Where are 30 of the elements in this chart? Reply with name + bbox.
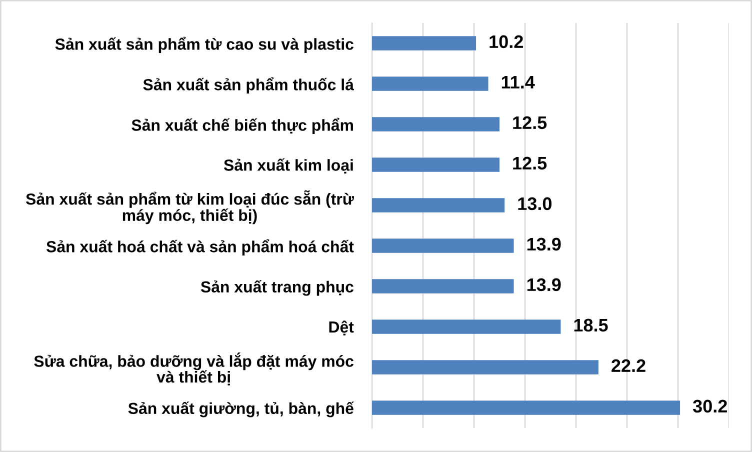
- data-label: 13.0: [518, 197, 552, 210]
- y-tick-label: Sản xuất chế biến thực phẩm: [132, 118, 353, 134]
- y-tick-label: Sản xuất kim loại: [224, 158, 353, 174]
- y-tick-label: Sản xuất sản phẩm thuốc lá: [143, 77, 354, 94]
- bar: [372, 320, 561, 334]
- bar: [372, 198, 505, 212]
- y-tick-label: Sản xuất hoá chất và sản phẩm hoá chất: [46, 239, 354, 256]
- y-tick-label: Sản xuất sản phẩm từ kim loại đúc sẵn (trừ máy móc, thiết bị): [26, 190, 354, 224]
- data-label: 30.2: [692, 400, 727, 413]
- data-label: 22.2: [612, 359, 646, 372]
- y-tick-label: Sửa chữa, bảo dưỡng và lắp đặt máy móc và thiết bị: [34, 352, 354, 386]
- y-tick-label: Sản xuất sản phẩm từ cao su và plastic: [55, 36, 354, 54]
- bar: [372, 76, 488, 91]
- bar: [372, 400, 680, 415]
- bar: [372, 279, 514, 294]
- bar: [372, 158, 500, 172]
- data-label: 18.5: [574, 318, 608, 332]
- data-label: 12.5: [513, 116, 547, 130]
- data-label: 13.9: [527, 278, 561, 292]
- y-tick-label: Sản xuất trang phục: [200, 280, 354, 296]
- y-tick-label: Sản xuất giường, tủ, bàn, ghế: [128, 402, 354, 418]
- data-label: 12.5: [513, 156, 547, 170]
- data-label: 13.9: [527, 238, 561, 251]
- data-label: 11.4: [502, 76, 535, 88]
- y-tick-label: Dệt: [329, 320, 354, 336]
- bar: [372, 117, 500, 132]
- bar: [372, 36, 476, 50]
- bar: [372, 360, 598, 374]
- data-label: 10.2: [490, 35, 523, 48]
- bar: [372, 238, 514, 253]
